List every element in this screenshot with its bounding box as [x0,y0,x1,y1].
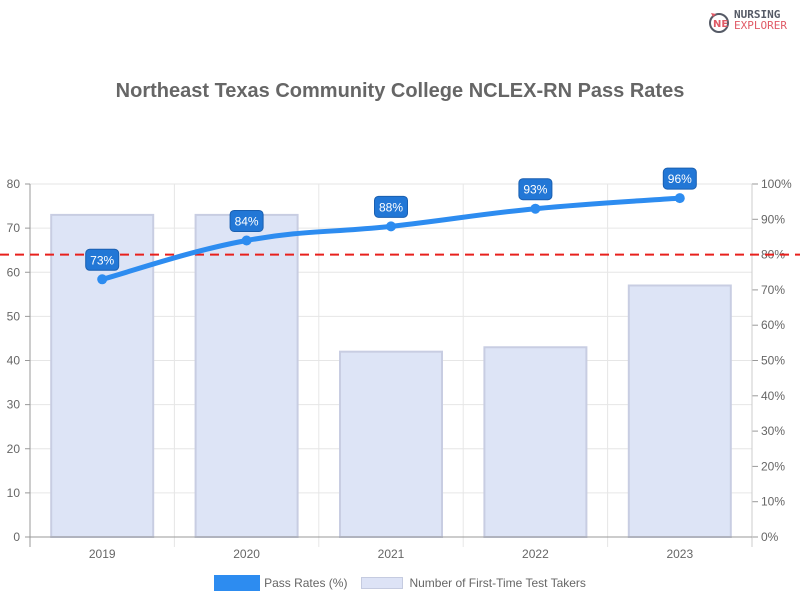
data-label-box [374,195,408,218]
data-label-box [518,178,553,201]
data-labels: 73% 84% 88% 93% 96% [85,167,697,271]
data-label-box [662,167,697,190]
right-axis-tick-label: 60% [761,318,785,332]
x-axis-tick-label: 2020 [233,547,260,561]
line-point[interactable] [241,235,252,246]
line-series [97,193,685,285]
data-label-text: 88% [379,200,403,214]
brand-name-line1: NURSING [734,8,781,21]
left-axis-tick-label: 70 [7,221,21,235]
legend-label-test-takers: Number of First-Time Test Takers [409,576,586,590]
left-axis-tick-label: 80 [7,177,21,191]
right-axis-tick-label: 0% [761,530,779,544]
x-axis-tick-label: 2022 [522,547,549,561]
left-axis-tick-label: 30 [7,398,21,412]
legend-swatch-line [214,575,261,591]
x-axis-tick-label: 2021 [378,547,405,561]
legend-label-pass-rates: Pass Rates (%) [264,576,348,590]
bar-series [50,213,732,539]
line-point[interactable] [386,221,396,232]
x-axis-tick-label: 2019 [89,547,116,561]
data-label-text: 84% [235,214,259,228]
data-label-box [85,248,120,271]
line-point[interactable] [530,203,541,214]
right-axis-tick-label: 50% [761,354,785,368]
right-axis-tick-label: 30% [761,424,785,438]
left-axis-tick-label: 40 [7,354,21,368]
x-axis-tick-label: 2023 [666,547,693,561]
bar[interactable] [339,350,443,538]
nursing-explorer-logo-icon: NE [709,13,729,33]
left-axis-tick-label: 60 [7,265,21,279]
brand-name-line2: EXPLORER [734,19,787,32]
chart-title: Northeast Texas Community College NCLEX-… [115,80,685,102]
line-point[interactable] [674,193,685,204]
legend-swatch-bar [361,577,404,589]
bar[interactable] [627,284,732,538]
data-label-text: 96% [668,172,692,186]
data-label-text: 73% [90,253,114,267]
axes: 0 10 20 30 40 50 60 70 80 0% 10% 20% 30% 40% 50% 60% 70%… [7,177,792,561]
bar[interactable] [194,213,299,538]
svg-text:NE: NE [713,19,728,30]
left-axis-tick-label: 50 [7,309,21,323]
right-axis-tick-label: 100% [761,177,792,191]
right-axis-tick-label: 70% [761,283,785,297]
legend: Pass Rates (%) Number of First-Time Test… [0,575,800,591]
legend-item-test-takers[interactable]: Number of First-Time Test Takers [353,576,586,590]
data-label-text: 93% [523,183,547,197]
right-axis-tick-label: 20% [761,459,785,473]
left-axis-tick-label: 10 [7,486,21,500]
data-label-box [229,209,264,232]
line-point[interactable] [97,274,108,285]
brand-logo: NE NURSING EXPLORER [708,8,794,34]
right-axis-tick-label: 10% [761,495,785,509]
left-axis-tick-label: 20 [7,442,21,456]
bar[interactable] [483,346,588,539]
right-axis-tick-label: 40% [761,389,785,403]
right-axis-tick-label: 90% [761,212,785,226]
legend-item-pass-rates[interactable]: Pass Rates (%) [214,575,347,591]
left-axis-tick-label: 0 [13,530,20,544]
